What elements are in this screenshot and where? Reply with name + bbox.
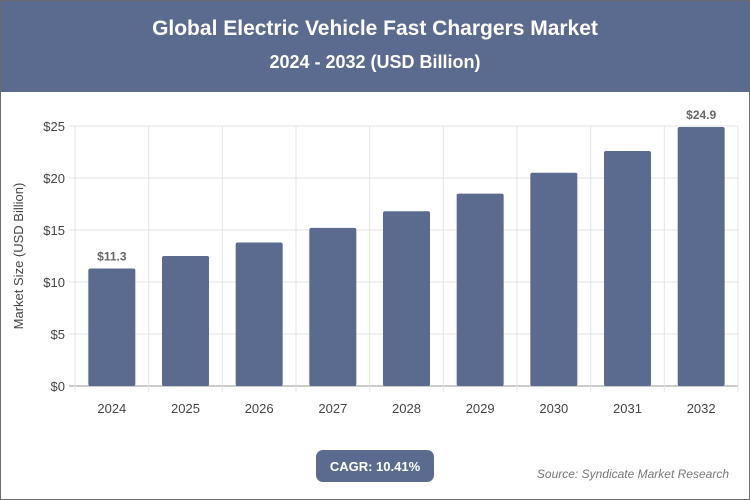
bar-2029 — [456, 193, 504, 386]
y-tick-label: $5 — [51, 327, 65, 342]
bar-2027 — [309, 227, 357, 386]
y-tick-label: $15 — [43, 223, 65, 238]
bar-2028 — [383, 211, 430, 386]
x-tick-label: 2032 — [687, 401, 716, 416]
x-tick-label: 2030 — [539, 401, 568, 416]
x-tick-label: 2029 — [466, 401, 495, 416]
x-tick-label: 2026 — [245, 401, 274, 416]
x-tick-label: 2028 — [392, 401, 421, 416]
x-tick-label: 2024 — [97, 401, 126, 416]
bar-2032 — [677, 127, 725, 386]
x-tick-label: 2031 — [613, 401, 642, 416]
data-label: $24.9 — [686, 108, 716, 122]
source-note: Source: Syndicate Market Research — [536, 467, 729, 481]
x-tick-label: 2025 — [171, 401, 200, 416]
chart-subtitle: 2024 - 2032 (USD Billion) — [269, 52, 481, 72]
cagr-badge: CAGR: 10.41% — [316, 450, 434, 482]
x-tick-label: 2027 — [318, 401, 347, 416]
bar-2030 — [530, 172, 578, 386]
y-axis-label: Market Size (USD Billion) — [11, 183, 26, 330]
y-tick-label: $20 — [43, 171, 65, 186]
data-label: $11.3 — [97, 249, 127, 263]
bar-2026 — [235, 242, 283, 386]
y-tick-label: $10 — [43, 275, 65, 290]
y-tick-label: $0 — [51, 379, 65, 394]
bar-2025 — [162, 256, 209, 386]
chart-header: Global Electric Vehicle Fast Chargers Ma… — [1, 1, 749, 92]
bar-2024 — [88, 268, 136, 386]
y-tick-label: $25 — [43, 119, 65, 134]
chart-title: Global Electric Vehicle Fast Chargers Ma… — [152, 17, 598, 40]
bar-2031 — [604, 150, 651, 386]
